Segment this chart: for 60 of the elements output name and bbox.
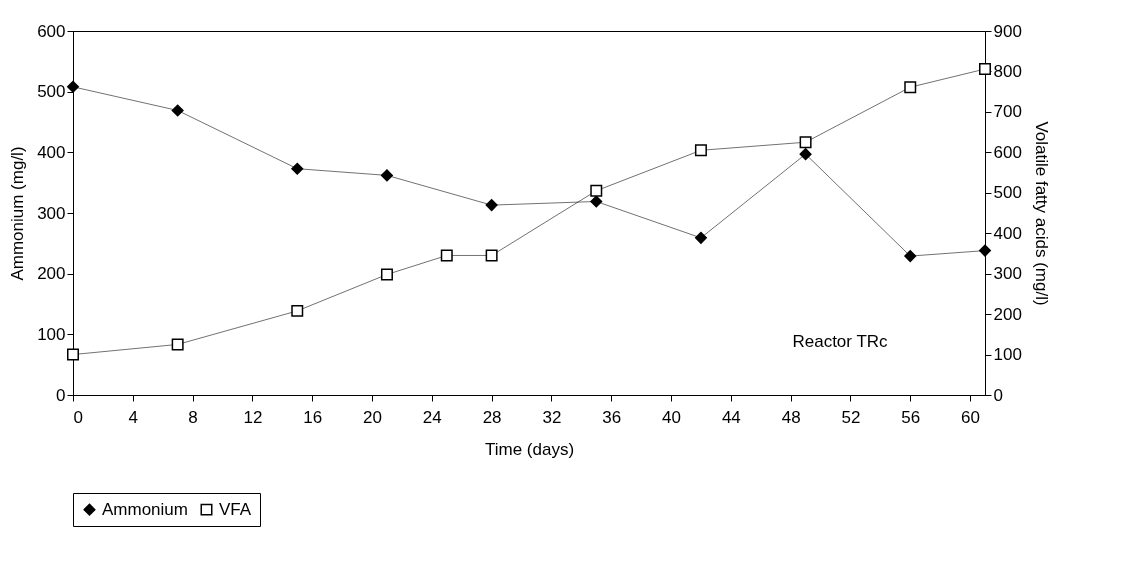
point xyxy=(590,184,603,197)
y-tick-label: 300 xyxy=(37,203,66,223)
point xyxy=(440,249,453,262)
y2-tick-label: 900 xyxy=(993,21,1022,41)
x-tick-label: 12 xyxy=(243,407,263,427)
x-tick-label: 4 xyxy=(128,407,139,427)
y2-tick-label: 800 xyxy=(993,61,1022,81)
point xyxy=(67,348,79,361)
y2-tick-label: 700 xyxy=(993,102,1022,122)
point xyxy=(485,199,498,212)
x-axis-title: Time (days) xyxy=(484,439,575,459)
y2-tick-label: 300 xyxy=(993,264,1022,284)
y2-axis-title: Volatile fatty acids (mg/l) xyxy=(1031,121,1051,306)
point xyxy=(291,162,304,175)
point xyxy=(904,81,917,94)
point xyxy=(799,148,812,161)
x-tick-label: 16 xyxy=(303,407,323,427)
x-tick-label: 24 xyxy=(422,407,442,427)
y2-tick-label: 500 xyxy=(993,183,1022,203)
y-tick-label: 500 xyxy=(37,82,66,102)
x-tick-label: 52 xyxy=(841,407,861,427)
point xyxy=(380,169,393,182)
x-tick-label: 40 xyxy=(662,407,681,427)
y2-tick-label: 100 xyxy=(993,345,1022,365)
x-tick-label: 0 xyxy=(73,407,83,427)
x-tick-label: 8 xyxy=(188,407,198,427)
point xyxy=(979,244,991,257)
x-tick-label: 48 xyxy=(781,407,801,427)
point xyxy=(904,250,917,263)
y-tick-label: 0 xyxy=(56,385,66,405)
y-tick-label: 100 xyxy=(37,324,66,344)
y2-tick-label: 400 xyxy=(993,223,1022,243)
point xyxy=(590,195,603,208)
y2-tick-label: 600 xyxy=(993,142,1022,162)
x-tick-label: 32 xyxy=(542,407,562,427)
x-tick-label: 60 xyxy=(961,407,981,427)
x-tick-label: 20 xyxy=(363,407,382,427)
point xyxy=(979,63,991,76)
point xyxy=(291,304,304,317)
x-tick-label: 56 xyxy=(901,407,921,427)
point xyxy=(67,80,79,93)
point xyxy=(694,144,707,157)
legend-label: Ammonium xyxy=(102,499,188,519)
y2-tick-label: 200 xyxy=(993,304,1022,324)
y-tick-label: 600 xyxy=(37,21,66,41)
point xyxy=(171,104,184,117)
y-tick-label: 200 xyxy=(37,264,66,284)
y-axis-title: Ammonium (mg/l) xyxy=(8,146,28,281)
legend-label: VFA xyxy=(219,499,252,519)
point xyxy=(380,268,393,281)
point xyxy=(799,136,812,149)
x-tick-label: 44 xyxy=(721,407,741,427)
y2-tick-label: 0 xyxy=(993,385,1003,405)
point xyxy=(171,338,184,351)
annotation: Reactor TRc xyxy=(792,332,889,351)
x-tick-label: 36 xyxy=(602,407,622,427)
y-tick-label: 400 xyxy=(37,142,66,162)
point xyxy=(485,249,498,262)
point xyxy=(694,231,707,244)
x-tick-label: 28 xyxy=(482,407,502,427)
